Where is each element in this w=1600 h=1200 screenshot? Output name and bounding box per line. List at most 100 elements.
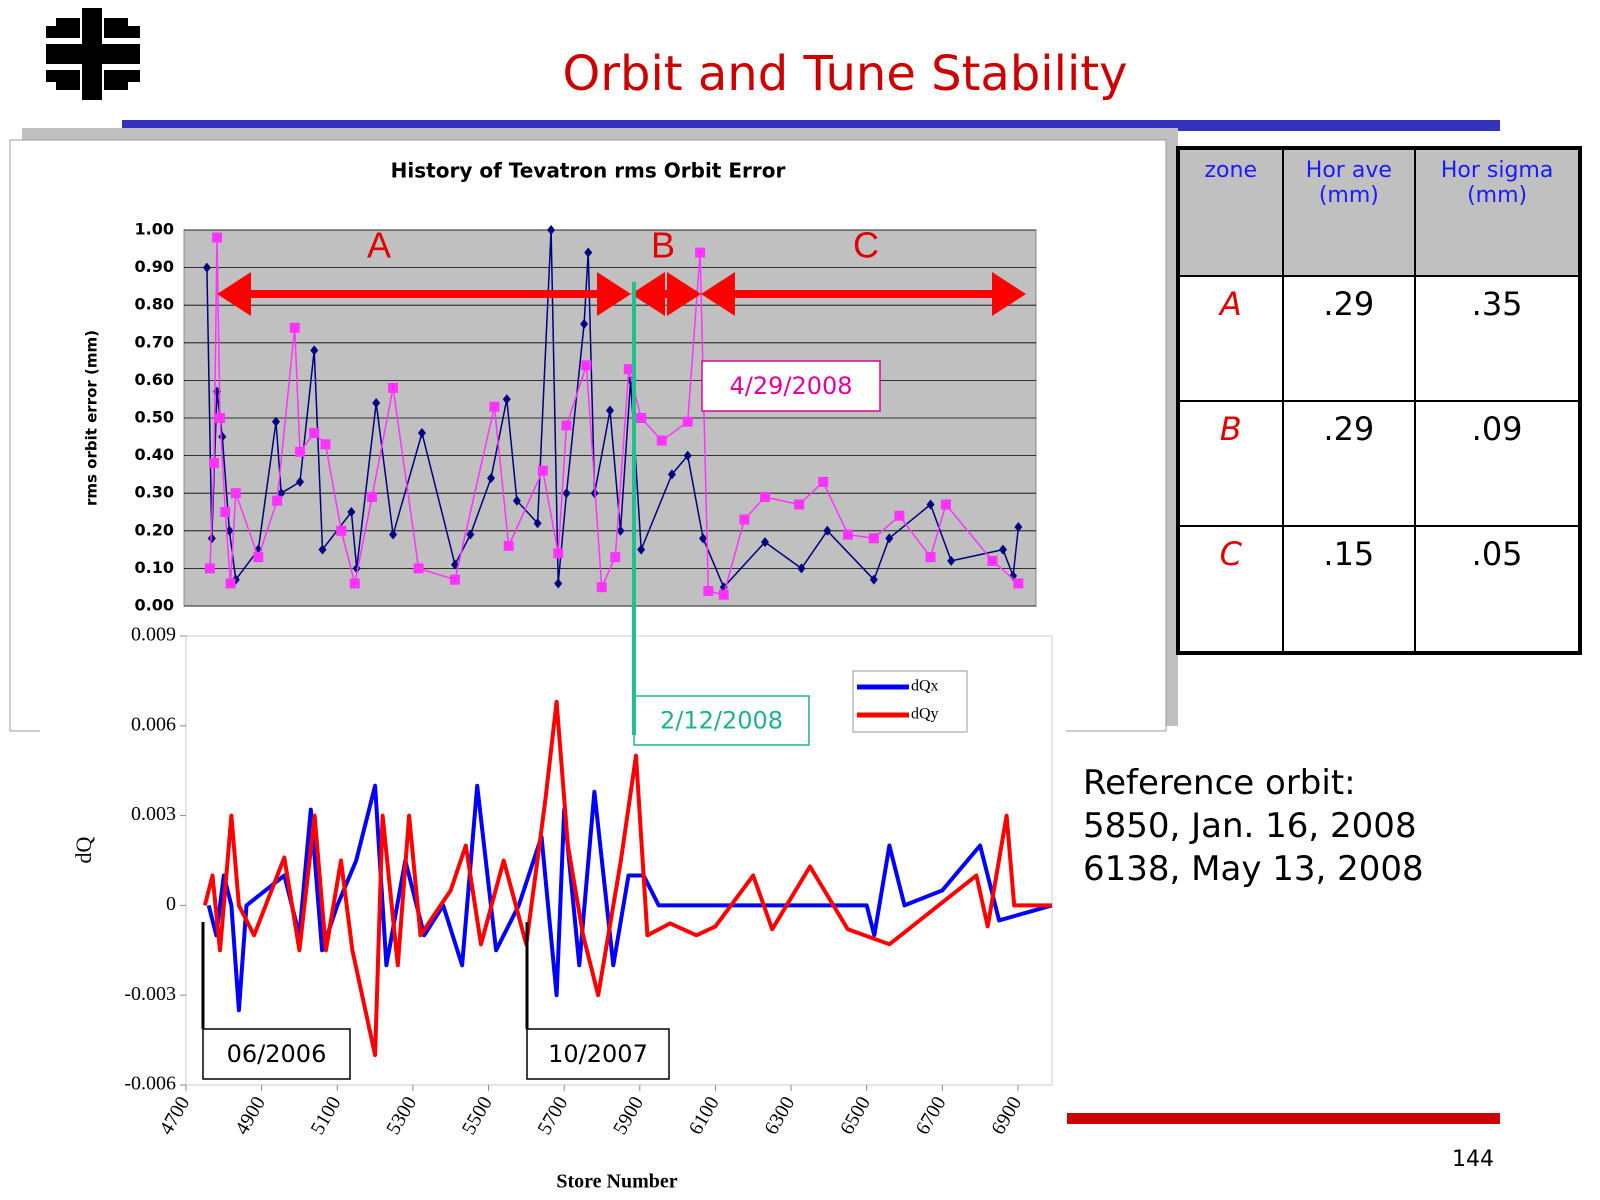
y-tick-label: 0.60 [135, 370, 174, 389]
point-marker [797, 563, 806, 574]
point-marker [209, 458, 220, 469]
point-marker [868, 533, 879, 544]
point-marker [215, 413, 226, 423]
header-cell: zone [1177, 147, 1284, 277]
point-marker [761, 537, 770, 548]
point-marker [372, 397, 381, 408]
cell: .29 [1281, 275, 1417, 402]
annotation-box [202, 1028, 351, 1080]
zone-cell: B [1177, 399, 1284, 527]
point-marker [466, 529, 475, 540]
y-tick-label: 0 [166, 893, 176, 915]
point-marker [277, 488, 286, 499]
point-marker [413, 563, 424, 574]
point-marker [503, 540, 514, 551]
y-tick-label: -0.006 [124, 1073, 176, 1095]
charts: History of Tevatron rms Orbit Error rms o… [71, 159, 1053, 1193]
arrow-head [992, 272, 1026, 316]
point-marker [547, 225, 556, 235]
reference-line: Reference orbit: [1083, 763, 1356, 803]
point-marker [703, 585, 714, 596]
point-marker [1013, 578, 1024, 589]
y-tick-label: 0.90 [135, 257, 174, 276]
point-marker [794, 499, 805, 510]
point-marker [637, 544, 646, 555]
zone-label: C [853, 225, 879, 266]
y-tick-label: 0.00 [135, 596, 174, 615]
annotation: 4/29/2008 [729, 372, 852, 400]
point-marker [336, 525, 347, 536]
table-row: C .15.05 [1177, 524, 1581, 655]
annotation-box [633, 695, 810, 746]
y-tick-label: 0.003 [131, 803, 176, 825]
point-marker [885, 533, 894, 544]
point-marker [230, 488, 241, 499]
point-marker [683, 450, 692, 461]
cell: .05 [1414, 524, 1581, 655]
point-marker [295, 476, 304, 487]
point-marker [596, 582, 607, 593]
arrow-head [217, 272, 251, 316]
point-marker [695, 247, 706, 258]
y-tick-label: 0.10 [135, 558, 174, 577]
point-marker [512, 495, 521, 506]
annotation: 10/2007 [548, 1040, 648, 1068]
point-marker [656, 435, 667, 446]
point-marker [562, 488, 571, 499]
point-marker [533, 518, 542, 529]
point-marker [388, 382, 399, 393]
arrow-head [701, 272, 735, 316]
point-marker [894, 510, 905, 521]
point-marker [987, 555, 998, 566]
point-marker [202, 262, 211, 273]
y-tick-label: 0.70 [135, 332, 174, 351]
title-bar [122, 120, 1500, 131]
chart-title: History of Tevatron rms Orbit Error [391, 159, 786, 183]
point-marker [553, 548, 564, 559]
legend-box [852, 670, 968, 733]
zone-label: B [651, 225, 675, 266]
point-marker [487, 473, 496, 484]
point-marker [347, 507, 356, 517]
point-marker [869, 574, 878, 585]
point-marker [760, 491, 771, 502]
y-axis-label: dQ [71, 836, 96, 863]
point-marker [449, 574, 460, 585]
annotation-box [526, 1028, 670, 1080]
reference-line: 5850, Jan. 16, 2008 [1083, 806, 1417, 846]
zone-table: zone Hor ave (mm) Hor sigma (mm) A .29.35… [1176, 146, 1582, 655]
point-marker [926, 499, 935, 510]
slide-title: Orbit and Tune Stability [562, 46, 1127, 102]
point-marker [718, 589, 729, 600]
point-marker [294, 446, 305, 457]
y-tick-label: -0.003 [124, 983, 176, 1005]
point-marker [554, 578, 563, 589]
point-marker [204, 563, 215, 574]
annotation: 06/2006 [227, 1040, 327, 1068]
page-number: 144 [1452, 1147, 1494, 1172]
point-marker [739, 514, 750, 525]
point-marker [580, 319, 589, 329]
header-cell: Hor ave (mm) [1281, 147, 1417, 277]
header-cell: Hor sigma (mm) [1414, 147, 1581, 277]
point-marker [309, 428, 320, 439]
point-marker [320, 439, 331, 450]
cell: .35 [1414, 275, 1581, 402]
zone-cell: A [1177, 275, 1284, 402]
arrow-head [597, 272, 631, 316]
annotation: 2/12/2008 [660, 707, 783, 735]
point-marker [818, 476, 829, 487]
point-marker [318, 544, 327, 555]
point-marker [502, 394, 511, 405]
arrow-head [667, 272, 701, 316]
point-marker [537, 465, 548, 476]
zone-label: A [367, 225, 391, 266]
point-marker [212, 232, 223, 243]
point-marker [367, 491, 378, 502]
point-marker [561, 420, 572, 431]
point-marker [450, 559, 459, 570]
y-tick-label: 0.50 [135, 408, 174, 427]
table-row: A .29.35 [1177, 275, 1581, 402]
point-marker [1009, 570, 1018, 581]
